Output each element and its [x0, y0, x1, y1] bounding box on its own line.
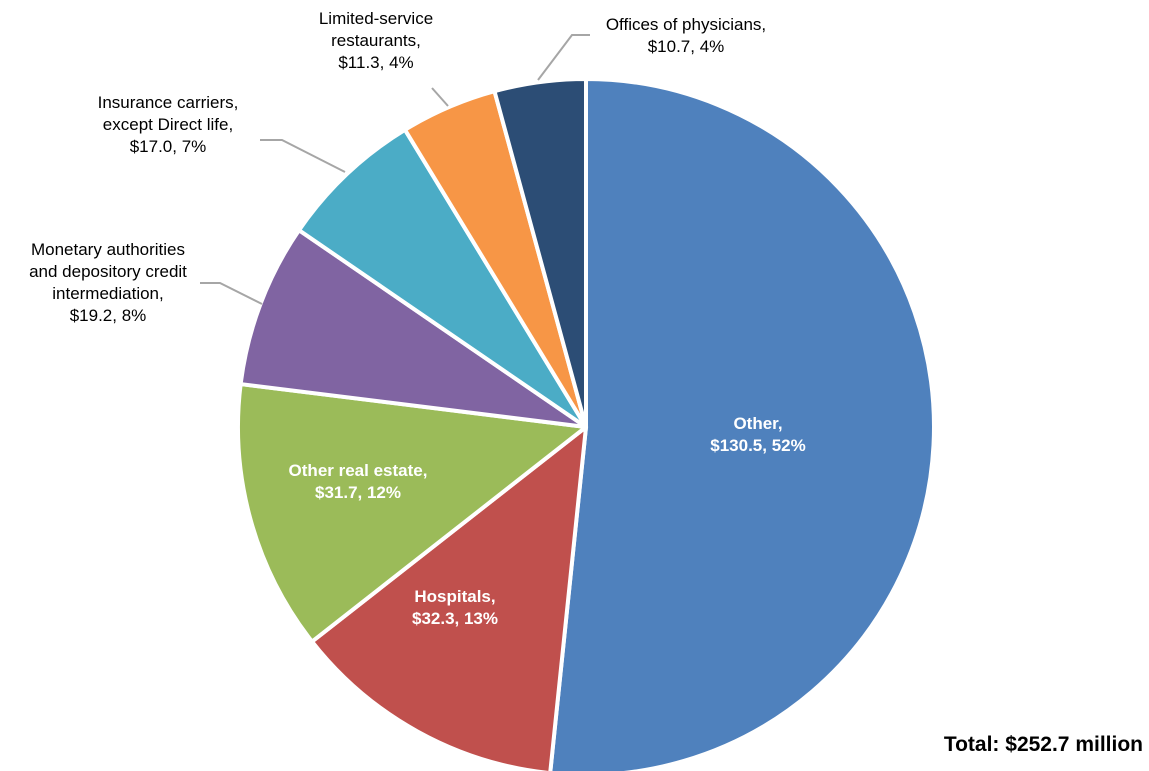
leader-line: [537, 34, 590, 81]
pie-slice-insurance-carriers-except-direct-life: [297, 127, 588, 429]
data-label: Monetary authorities and depository credi…: [29, 240, 187, 325]
data-label: Offices of physicians, $10.7, 4%: [606, 15, 766, 56]
pie-slice-other: [548, 77, 936, 771]
pie-slices: [236, 77, 936, 771]
data-label: Other real estate, $31.7, 12%: [289, 461, 428, 502]
total-label: Total: $252.7 million: [943, 733, 1143, 756]
leader-lines: [200, 34, 590, 305]
pie-slice-offices-of-physicians: [492, 77, 588, 429]
leader-line: [200, 282, 263, 305]
data-label: Insurance carriers, except Direct life, $1…: [98, 93, 239, 156]
data-label: Other, $130.5, 52%: [710, 414, 805, 455]
data-label: Limited-service restaurants, $11.3, 4%: [319, 9, 433, 72]
leader-line: [431, 87, 449, 107]
data-label: Hospitals, $32.3, 13%: [412, 587, 498, 628]
leader-line: [260, 139, 346, 173]
pie-slice-hospitals: [310, 425, 588, 771]
data-labels: Other, $130.5, 52% Hospitals, $32.3, 13% Oth…: [29, 9, 806, 628]
pie-slice-other-real-estate: [236, 382, 588, 644]
